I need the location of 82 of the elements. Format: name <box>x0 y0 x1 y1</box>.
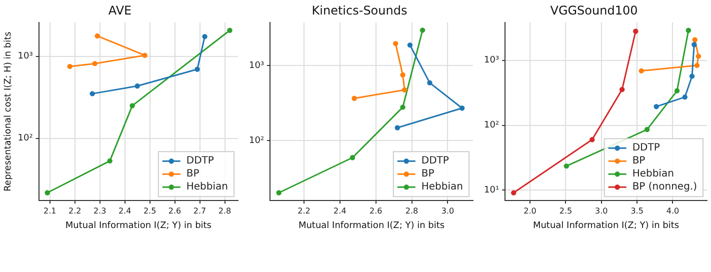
legend-label: Hebbian <box>421 182 464 193</box>
point <box>350 155 356 160</box>
x-tick-label: 2.2 <box>68 206 82 216</box>
x-tick-label: 2.8 <box>405 206 418 216</box>
point <box>94 33 100 39</box>
point <box>107 158 112 164</box>
y-tick-label: 10² <box>484 120 500 131</box>
point <box>194 66 200 72</box>
x-tick-label: 2.4 <box>334 206 346 216</box>
point <box>420 28 426 33</box>
point <box>633 28 638 34</box>
legend-label: BP <box>421 168 434 180</box>
point <box>564 163 570 169</box>
point <box>692 42 697 48</box>
x-tick-label: 3.5 <box>630 206 644 216</box>
point <box>400 104 406 110</box>
point <box>427 80 432 86</box>
point <box>44 190 50 196</box>
legend-label: Hebbian <box>632 168 674 180</box>
legend-label: BP (nonneg.) <box>632 182 698 193</box>
legend-label: DDTP <box>186 156 214 167</box>
point <box>619 86 625 92</box>
y-axis-title: Representational cost I(Z; H) in bits <box>4 31 14 192</box>
x-tick-label: 2.7 <box>193 206 206 216</box>
point <box>696 54 702 59</box>
x-tick-label: 2.1 <box>43 206 56 216</box>
point <box>689 74 695 79</box>
point <box>638 68 644 74</box>
point <box>400 72 406 78</box>
legend-label: DDTP <box>632 142 660 154</box>
legend-label: Hebbian <box>186 182 228 193</box>
point <box>276 190 282 196</box>
y-tick-label: 10² <box>18 134 34 144</box>
point <box>686 28 692 33</box>
chart-title: Kinetics-Sounds <box>312 3 408 18</box>
x-tick-label: 2.5 <box>143 206 156 216</box>
point <box>134 83 140 89</box>
x-tick-label: 2.0 <box>524 206 536 216</box>
point <box>459 106 465 111</box>
x-tick-label: 2.5 <box>559 206 572 216</box>
y-tick-label: 10³ <box>484 56 500 66</box>
x-axis-title: Mutual Information I(Z; Y) in bits <box>532 220 680 231</box>
x-tick-label: 2.6 <box>369 206 382 216</box>
point <box>202 34 208 40</box>
point <box>142 52 148 58</box>
x-tick-label: 4.0 <box>666 206 680 216</box>
x-tick-label: 2.2 <box>298 206 310 216</box>
y-tick-label: 10² <box>249 136 264 146</box>
point <box>227 28 232 33</box>
point <box>67 64 72 70</box>
x-tick-label: 2.6 <box>168 206 182 216</box>
x-axis-title: Mutual Information I(Z; Y) in bits <box>65 220 212 231</box>
point <box>674 88 680 94</box>
legend-label: DDTP <box>421 156 449 167</box>
point <box>407 42 413 48</box>
point <box>90 91 95 96</box>
point <box>590 137 595 142</box>
point <box>692 37 698 42</box>
x-axis-title: Mutual Information I(Z; Y) in bits <box>298 220 445 231</box>
x-tick-label: 3.0 <box>441 206 454 216</box>
point <box>644 126 650 132</box>
x-tick-label: 2.8 <box>218 206 232 216</box>
chart-title: AVE <box>108 3 132 18</box>
x-tick-label: 3.0 <box>595 206 608 216</box>
legend-label: BP <box>632 156 646 167</box>
point <box>392 40 398 46</box>
point <box>402 87 408 92</box>
y-tick-label: 10¹ <box>484 185 500 196</box>
x-tick-label: 2.4 <box>118 206 132 216</box>
point <box>682 94 688 100</box>
point <box>511 190 516 196</box>
point <box>92 60 98 66</box>
point <box>694 62 700 68</box>
chart-title: VGGSound100 <box>550 3 638 18</box>
y-tick-label: 10³ <box>18 52 34 62</box>
point <box>352 96 357 101</box>
x-tick-label: 2.3 <box>93 206 106 216</box>
point <box>394 125 400 130</box>
point <box>130 103 135 108</box>
legend-label: BP <box>186 168 200 180</box>
y-tick-label: 10³ <box>249 61 264 72</box>
point <box>654 104 659 110</box>
